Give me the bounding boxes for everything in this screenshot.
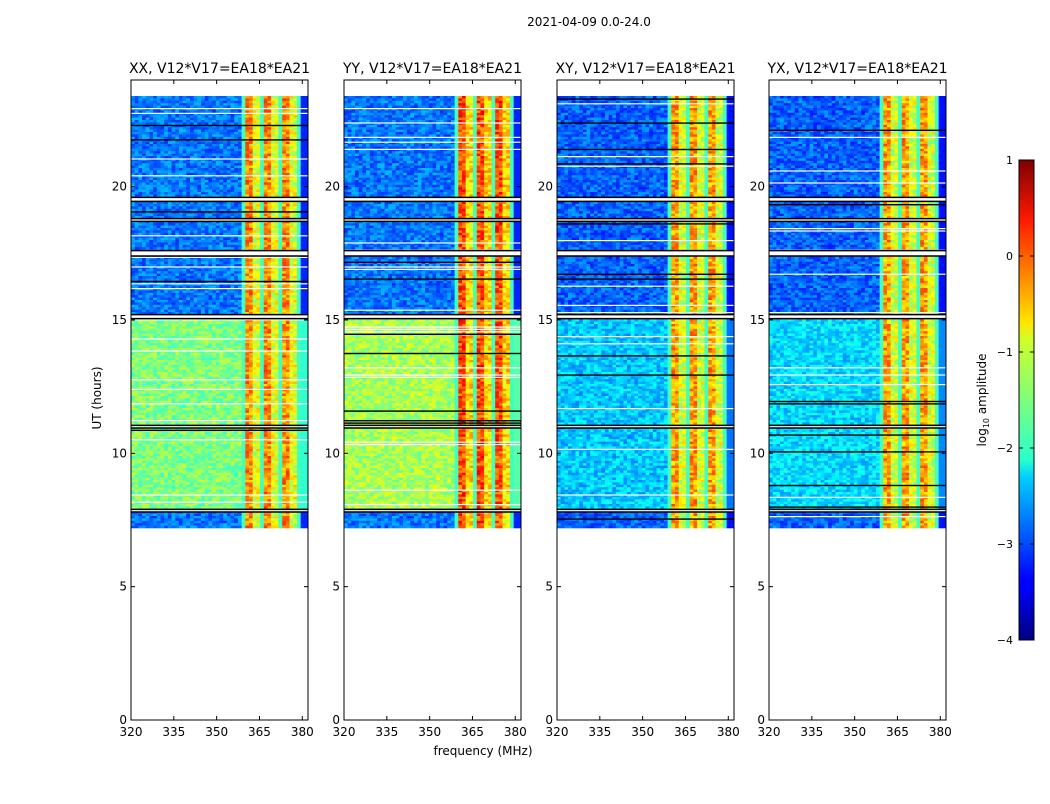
colorbar-tick-label: 1 — [1006, 154, 1013, 167]
y-tick-label: 5 — [332, 580, 340, 594]
y-tick-label: 0 — [757, 713, 765, 727]
y-tick-label: 20 — [112, 180, 127, 194]
x-tick-label: 320 — [120, 725, 143, 739]
x-tick-label: 320 — [546, 725, 569, 739]
y-tick-label: 15 — [112, 313, 127, 327]
x-tick-label: 380 — [504, 725, 527, 739]
figure-suptitle: 2021-04-09 0.0-24.0 — [527, 15, 651, 29]
x-tick-label: 365 — [461, 725, 484, 739]
x-tick-label: 350 — [631, 725, 654, 739]
x-tick-label: 380 — [929, 725, 952, 739]
x-tick-label: 365 — [674, 725, 697, 739]
colorbar-label: log10 amplitude — [975, 354, 991, 447]
panel-yx: YX, V12*V17=EA18*EA21 320 335 350 365 380 0 5 10… — [750, 61, 952, 739]
y-tick-label: 0 — [332, 713, 340, 727]
panel-yy: YY, V12*V17=EA18*EA21 320 335 350 365 380 0 5 10… — [325, 61, 527, 739]
x-axis-label: frequency (MHz) — [433, 744, 532, 758]
heatmap-xx — [131, 96, 308, 528]
y-tick-label: 10 — [112, 446, 127, 460]
y-tick-label: 10 — [538, 446, 553, 460]
y-tick-label: 5 — [119, 580, 127, 594]
colorbar-label-suffix: amplitude — [975, 354, 989, 418]
y-tick-label: 20 — [538, 180, 553, 194]
y-tick-label: 20 — [325, 180, 340, 194]
x-tick-label: 380 — [291, 725, 314, 739]
y-tick-label: 5 — [545, 580, 553, 594]
x-tick-label: 350 — [205, 725, 228, 739]
colorbar-tick-label: −1 — [997, 346, 1013, 359]
heatmap-xy — [557, 96, 734, 528]
y-tick-label: 10 — [325, 446, 340, 460]
y-tick-label: 0 — [119, 713, 127, 727]
x-tick-label: 335 — [162, 725, 185, 739]
y-axis-label: UT (hours) — [90, 366, 104, 429]
heatmap-yy — [344, 96, 521, 528]
y-tick-label: 0 — [545, 713, 553, 727]
y-tick-label: 20 — [750, 180, 765, 194]
panel-xx: XX, V12*V17=EA18*EA21 320 335 350 365 380 0 5 10… — [112, 61, 314, 739]
panel-title: YY, V12*V17=EA18*EA21 — [342, 61, 522, 77]
colorbar-gradient — [1019, 160, 1034, 640]
x-tick-label: 350 — [418, 725, 441, 739]
colorbar-label-sub: 10 — [982, 418, 991, 428]
x-tick-label: 320 — [758, 725, 781, 739]
colorbar-tick-label: −2 — [997, 442, 1013, 455]
panel-title: XX, V12*V17=EA18*EA21 — [129, 61, 310, 77]
y-tick-label: 10 — [750, 446, 765, 460]
colorbar-label-prefix: log — [975, 428, 989, 446]
colorbar-tick-label: −3 — [997, 538, 1013, 551]
x-tick-label: 365 — [886, 725, 909, 739]
panel-xy: XY, V12*V17=EA18*EA21 320 335 350 365 380 0 5 10… — [538, 61, 740, 739]
y-tick-label: 15 — [538, 313, 553, 327]
panel-title: YX, V12*V17=EA18*EA21 — [766, 61, 947, 77]
x-tick-label: 380 — [717, 725, 740, 739]
heatmap-yx — [769, 96, 946, 528]
x-tick-label: 335 — [588, 725, 611, 739]
y-tick-label: 15 — [325, 313, 340, 327]
colorbar-tick-label: −4 — [997, 634, 1013, 647]
x-tick-label: 350 — [843, 725, 866, 739]
x-tick-label: 320 — [333, 725, 356, 739]
y-tick-label: 5 — [757, 580, 765, 594]
colorbar-tick-label: 0 — [1006, 250, 1013, 263]
colorbar: 10−1−2−3−4 log10 amplitude — [975, 154, 1034, 647]
x-tick-label: 335 — [800, 725, 823, 739]
x-tick-label: 365 — [248, 725, 271, 739]
panel-title: XY, V12*V17=EA18*EA21 — [555, 61, 735, 77]
x-tick-label: 335 — [375, 725, 398, 739]
y-tick-label: 15 — [750, 313, 765, 327]
